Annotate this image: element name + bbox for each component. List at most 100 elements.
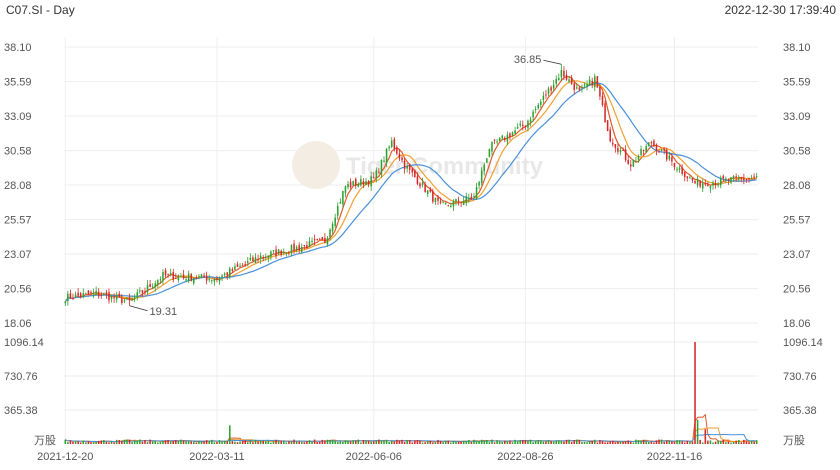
candle-body	[64, 301, 67, 304]
candle-body	[360, 179, 362, 186]
volume-bar	[460, 441, 462, 444]
volume-tick-label: 730.76	[4, 371, 38, 383]
volume-bar	[342, 441, 344, 444]
volume-bar	[599, 439, 601, 444]
volume-bar	[300, 441, 303, 444]
volume-bar	[146, 442, 149, 444]
volume-bar	[504, 440, 506, 444]
candle-body	[336, 205, 339, 216]
candle-body	[416, 176, 419, 185]
volume-bar	[740, 442, 743, 444]
candle-body	[347, 183, 349, 188]
candle-body	[74, 294, 77, 298]
candle-body	[519, 123, 522, 126]
volume-bar	[542, 441, 545, 444]
volume-bar	[573, 440, 575, 444]
volume-bar	[288, 441, 290, 444]
volume-bar	[565, 439, 568, 444]
price-tick-label: 25.57	[783, 215, 811, 227]
volume-bar	[354, 440, 357, 444]
volume-bar	[321, 439, 324, 444]
volume-bar	[483, 440, 486, 444]
candle-body	[265, 256, 267, 258]
candle-body	[293, 243, 295, 251]
candle-body	[542, 95, 545, 100]
candle-body	[303, 244, 306, 246]
volume-axis-right: 1096.14 730.76 365.38 万股	[783, 337, 823, 447]
volume-bar	[478, 441, 480, 444]
candle-body	[678, 168, 681, 170]
volume-bar	[74, 440, 77, 444]
candle-body	[637, 156, 640, 160]
candle-body	[650, 142, 653, 144]
candle-body	[545, 94, 547, 96]
candle-body	[105, 292, 108, 295]
volume-bar	[516, 441, 519, 444]
volume-bar	[241, 441, 244, 444]
volume-bar	[167, 439, 169, 444]
volume-ma20-line	[65, 433, 757, 442]
candle-body	[187, 273, 190, 282]
candle-body	[110, 295, 113, 300]
volume-bar	[77, 441, 79, 444]
volume-bar	[534, 441, 537, 444]
candle-body	[509, 133, 511, 138]
price-tick-label: 30.58	[783, 146, 811, 158]
candle-body	[164, 270, 167, 276]
candle-body	[239, 265, 241, 267]
candle-body	[406, 166, 408, 169]
volume-bar	[601, 441, 604, 444]
volume-bar	[126, 439, 128, 444]
candle-body	[534, 108, 537, 110]
volume-bar	[72, 441, 74, 444]
volume-bar	[185, 441, 187, 444]
candle-body	[709, 186, 712, 189]
volume-bar	[437, 439, 439, 444]
candle-body	[743, 178, 745, 181]
candle-body	[673, 162, 676, 168]
candle-body	[524, 126, 527, 128]
candle-body	[691, 178, 694, 181]
date-tick-label: 2022-06-06	[346, 451, 402, 463]
volume-bar	[606, 442, 609, 444]
volume-bar	[748, 441, 750, 444]
high-annotation-label: 36.85	[514, 54, 542, 66]
volume-bar	[275, 439, 277, 444]
volume-tick-label: 730.76	[783, 371, 817, 383]
volume-bar	[496, 440, 498, 444]
candle-body	[167, 273, 169, 275]
volume-bar	[231, 441, 234, 444]
candle-body	[480, 170, 483, 183]
volume-bar	[699, 439, 701, 444]
candle-body	[457, 200, 460, 203]
candle-body	[555, 78, 557, 84]
volume-bar	[532, 442, 534, 444]
price-tick-label: 35.59	[783, 77, 811, 89]
volume-bar	[103, 440, 105, 444]
candle-body	[193, 278, 195, 284]
volume-bar	[455, 441, 457, 444]
volume-bar	[118, 440, 121, 444]
volume-bar	[383, 440, 385, 444]
volume-bar	[755, 440, 758, 444]
candle-body	[172, 272, 175, 280]
volume-bar	[306, 441, 308, 444]
volume-bar	[725, 442, 727, 444]
volume-bar	[632, 442, 635, 444]
ma10-line	[64, 80, 757, 303]
candle-body	[473, 196, 475, 198]
volume-bar	[614, 442, 617, 444]
volume-bar	[244, 440, 246, 444]
candle-body	[247, 261, 249, 264]
volume-bar	[339, 441, 342, 444]
candle-body	[108, 292, 110, 301]
candle-body	[506, 134, 509, 142]
candle-body	[396, 147, 398, 154]
candle-body	[282, 251, 285, 254]
candle-body	[599, 86, 601, 97]
volume-bar	[226, 441, 228, 444]
candle-body	[665, 149, 668, 160]
candle-body	[277, 249, 280, 255]
volume-bar	[105, 441, 108, 444]
candle-body	[712, 182, 714, 186]
